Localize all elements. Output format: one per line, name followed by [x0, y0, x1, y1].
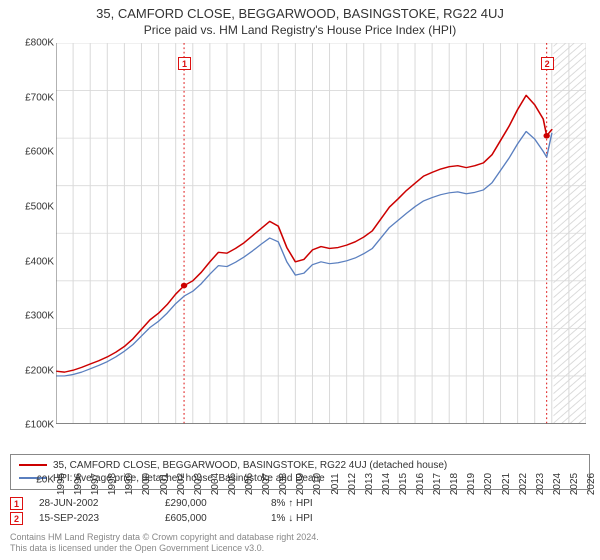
marker-table-price: £290,000 — [165, 498, 255, 509]
legend-label: 35, CAMFORD CLOSE, BEGGARWOOD, BASINGSTO… — [53, 460, 447, 471]
event-marker-tag: 1 — [178, 57, 191, 70]
y-axis-label: £0K — [10, 475, 54, 486]
marker-table-tag: 2 — [10, 512, 23, 525]
y-axis-label: £600K — [10, 147, 54, 158]
y-axis-label: £400K — [10, 256, 54, 267]
marker-table-date: 15-SEP-2023 — [39, 513, 149, 524]
marker-table-delta: 1% ↓ HPI — [271, 513, 361, 524]
y-axis-label: £100K — [10, 420, 54, 431]
footer-line-1: Contains HM Land Registry data © Crown c… — [10, 532, 590, 543]
plot-svg — [56, 43, 586, 424]
marker-table-date: 28-JUN-2002 — [39, 498, 149, 509]
chart-title-block: 35, CAMFORD CLOSE, BEGGARWOOD, BASINGSTO… — [10, 6, 590, 37]
marker-table-row: 1 28-JUN-2002 £290,000 8% ↑ HPI — [10, 496, 590, 511]
y-axis-label: £300K — [10, 311, 54, 322]
y-axis-label: £500K — [10, 201, 54, 212]
event-marker-tag: 2 — [541, 57, 554, 70]
chart-area: £0K£100K£200K£300K£400K£500K£600K£700K£8… — [10, 41, 590, 450]
marker-table-tag: 1 — [10, 497, 23, 510]
plot-area — [56, 43, 586, 424]
chart-subtitle: Price paid vs. HM Land Registry's House … — [10, 23, 590, 37]
legend-swatch — [19, 464, 47, 466]
chart-title: 35, CAMFORD CLOSE, BEGGARWOOD, BASINGSTO… — [10, 6, 590, 21]
legend-row: 35, CAMFORD CLOSE, BEGGARWOOD, BASINGSTO… — [19, 459, 581, 472]
markers-table: 1 28-JUN-2002 £290,000 8% ↑ HPI 2 15-SEP-2023… — [10, 496, 590, 526]
y-axis-label: £800K — [10, 38, 54, 49]
footer-attribution: Contains HM Land Registry data © Crown c… — [10, 532, 590, 555]
footer-line-2: This data is licensed under the Open Gov… — [10, 543, 590, 554]
marker-table-delta: 8% ↑ HPI — [271, 498, 361, 509]
y-axis-label: £700K — [10, 92, 54, 103]
marker-table-row: 2 15-SEP-2023 £605,000 1% ↓ HPI — [10, 511, 590, 526]
y-axis-label: £200K — [10, 365, 54, 376]
marker-table-price: £605,000 — [165, 513, 255, 524]
